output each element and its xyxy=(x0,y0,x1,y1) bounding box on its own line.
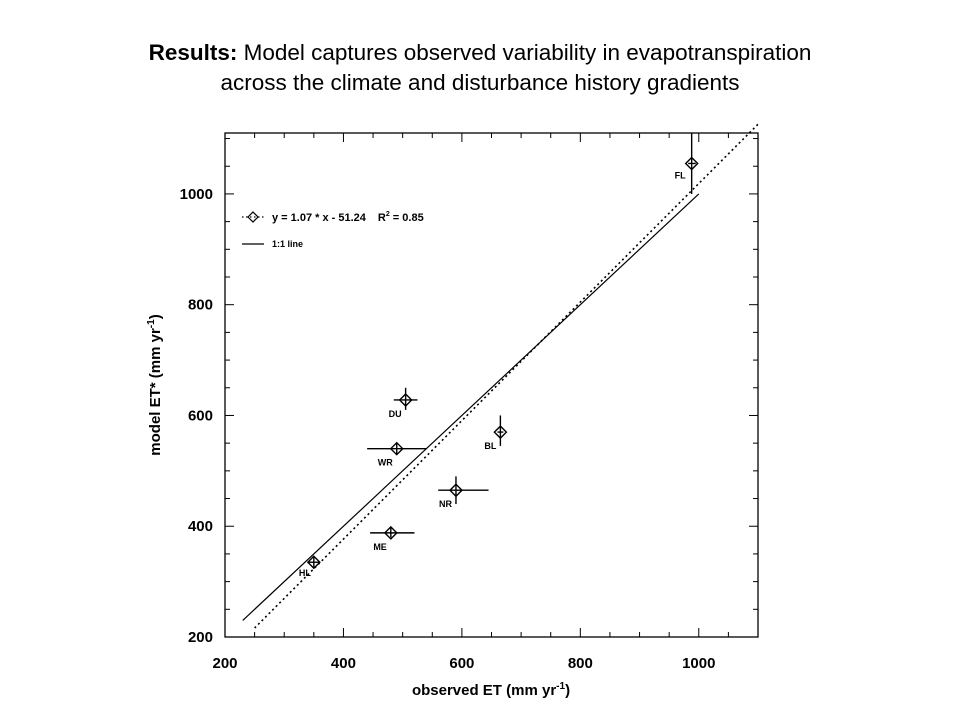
y-tick-label: 200 xyxy=(188,629,213,646)
data-point: BL xyxy=(484,415,508,451)
data-point: ME xyxy=(370,525,415,552)
diamond-marker xyxy=(389,441,404,456)
axis-ticks: 200 400 600 800 1000 200 400 600 800 1000 xyxy=(180,133,759,672)
x-tick-label: 200 xyxy=(212,655,237,672)
legend-diamond-marker xyxy=(247,211,259,223)
one-to-one-line xyxy=(242,193,700,621)
point-label: BL xyxy=(484,441,496,451)
slide-title-line-1: Results: Model captures observed variabi… xyxy=(0,38,960,68)
data-point: NR xyxy=(438,476,489,509)
regression-fit-line xyxy=(254,123,759,629)
diamond-marker xyxy=(306,555,321,570)
x-axis-title: observed ET (mm yr-1) xyxy=(412,681,570,699)
y-tick-label: 400 xyxy=(188,518,213,535)
point-label: DU xyxy=(389,409,402,419)
point-label: NR xyxy=(439,499,452,509)
legend-1to1-label: 1:1 line xyxy=(272,239,303,249)
diamond-marker xyxy=(493,425,508,440)
plot-frame xyxy=(224,132,759,638)
legend-fit-label: y = 1.07 * x - 51.24 R2 = 0.85 xyxy=(272,211,424,224)
y-tick-label: 600 xyxy=(188,407,213,424)
diamond-marker xyxy=(448,483,463,498)
slide-title: Results: Model captures observed variabi… xyxy=(0,38,960,98)
x-tick-label: 800 xyxy=(568,655,593,672)
y-axis-title: model ET* (mm yr-1) xyxy=(146,314,164,455)
diamond-marker xyxy=(383,525,398,540)
data-point: HL xyxy=(299,555,321,578)
y-tick-label: 1000 xyxy=(180,186,213,203)
data-points: HL ME WR DU NR BL FL xyxy=(299,133,699,578)
slide-title-line-2: across the climate and disturbance histo… xyxy=(220,70,740,95)
x-tick-label: 400 xyxy=(331,655,356,672)
y-tick-label: 800 xyxy=(188,297,213,314)
diamond-marker xyxy=(684,156,699,171)
point-label: ME xyxy=(373,542,387,552)
diamond-marker xyxy=(398,392,413,407)
point-label: HL xyxy=(299,568,311,578)
slide-title-rest: Model captures observed variability in e… xyxy=(237,40,812,65)
slide-title-bold: Results: xyxy=(148,40,238,65)
point-label: WR xyxy=(378,458,393,468)
point-label: FL xyxy=(675,170,686,180)
x-tick-label: 600 xyxy=(449,655,474,672)
chart-lines xyxy=(242,123,759,629)
legend: y = 1.07 * x - 51.24 R2 = 0.85 1:1 line xyxy=(242,211,424,249)
data-point: FL xyxy=(675,133,699,194)
x-tick-label: 1000 xyxy=(682,655,715,672)
data-point: WR xyxy=(367,441,427,468)
data-point: DU xyxy=(389,387,418,419)
